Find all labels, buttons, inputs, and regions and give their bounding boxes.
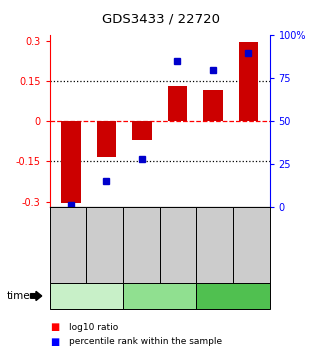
Text: GSM120708: GSM120708 (174, 222, 183, 268)
Text: GSM120716: GSM120716 (247, 222, 256, 268)
Text: 24 h: 24 h (221, 291, 245, 301)
Text: GSM120648: GSM120648 (137, 222, 146, 268)
Text: GSM120710: GSM120710 (64, 222, 73, 268)
Text: percentile rank within the sample: percentile rank within the sample (69, 337, 222, 346)
Text: 1 h: 1 h (78, 291, 95, 301)
Bar (168, 86, 187, 121)
Bar (61, 121, 81, 203)
Text: GSM120711: GSM120711 (100, 222, 109, 268)
Text: log10 ratio: log10 ratio (69, 323, 118, 332)
Bar (97, 121, 116, 158)
Text: ■: ■ (50, 322, 59, 332)
Bar (132, 121, 152, 140)
Text: time: time (6, 291, 30, 301)
Bar (203, 90, 223, 121)
Text: GSM120715: GSM120715 (210, 222, 219, 268)
Text: ■: ■ (50, 337, 59, 347)
Bar (239, 42, 258, 121)
Text: 4 h: 4 h (152, 291, 168, 301)
Text: GDS3433 / 22720: GDS3433 / 22720 (101, 12, 220, 25)
